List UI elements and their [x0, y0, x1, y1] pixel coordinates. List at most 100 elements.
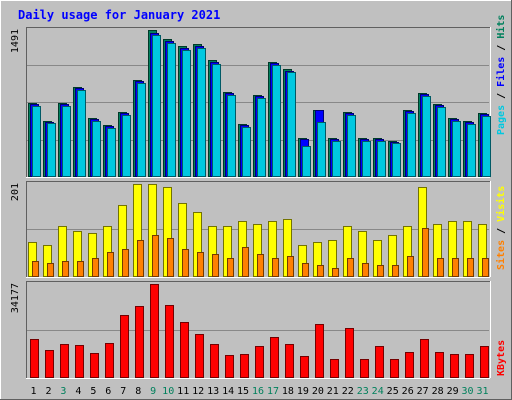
bar-kbytes-day-25 — [390, 359, 399, 378]
bar-kbytes-day-15 — [240, 354, 249, 378]
chart-panel-2: 201 Sites / Visits — [10, 181, 507, 278]
legend-item: Visits — [495, 186, 507, 222]
bar-sites-day-15 — [242, 247, 249, 277]
bar-sites-day-29 — [452, 258, 459, 277]
chart-panel-3: 34177 KBytes — [10, 281, 507, 379]
day-label: 7 — [120, 386, 126, 397]
bar-sites-day-12 — [197, 252, 204, 277]
legend-separator: / — [496, 87, 507, 105]
bar-sites-day-23 — [362, 263, 369, 277]
day-label: 26 — [402, 386, 414, 397]
legend-separator: / — [496, 222, 507, 240]
bar-sites-day-17 — [272, 258, 279, 277]
day-label: 21 — [327, 386, 339, 397]
bar-sites-day-27 — [422, 228, 429, 277]
bar-kbytes-day-7 — [120, 315, 129, 378]
day-label: 16 — [252, 386, 264, 397]
bar-sites-day-22 — [347, 258, 354, 277]
day-label: 9 — [150, 386, 156, 397]
bar-kbytes-day-20 — [315, 324, 324, 378]
bar-pages-day-24 — [377, 141, 386, 177]
bar-kbytes-day-18 — [285, 344, 294, 378]
bar-kbytes-day-16 — [255, 346, 264, 378]
bar-kbytes-day-5 — [90, 353, 99, 378]
day-label: 29 — [447, 386, 459, 397]
bar-kbytes-day-19 — [300, 356, 309, 378]
bar-pages-day-20 — [317, 122, 326, 177]
day-label: 28 — [432, 386, 444, 397]
y-axis-max-label: 34177 — [10, 283, 21, 313]
bar-pages-day-9 — [152, 35, 161, 177]
chart-panel-1: 1491 Pages / Files / Hits — [10, 15, 507, 178]
bar-sites-day-1 — [32, 261, 39, 277]
bar-pages-day-21 — [332, 141, 341, 177]
bar-kbytes-day-22 — [345, 328, 354, 378]
legend-item: Sites — [495, 240, 507, 270]
legend: KBytes — [496, 340, 507, 376]
bar-pages-day-15 — [242, 127, 251, 177]
bar-kbytes-day-11 — [180, 322, 189, 378]
chart-panels: 1491 Pages / Files / Hits 201 Sites / Visit… — [10, 15, 507, 379]
bar-sites-day-9 — [152, 235, 159, 277]
bar-kbytes-day-14 — [225, 355, 234, 378]
bar-pages-day-28 — [437, 107, 446, 177]
bar-sites-day-31 — [482, 258, 489, 277]
legend: Sites / Visits — [495, 186, 507, 270]
bar-sites-day-21 — [332, 268, 339, 277]
bar-kbytes-day-12 — [195, 334, 204, 378]
bar-kbytes-day-23 — [360, 359, 369, 378]
bar-kbytes-day-29 — [450, 354, 459, 378]
bar-kbytes-day-4 — [75, 345, 84, 378]
bar-pages-day-27 — [422, 96, 431, 177]
bar-pages-day-3 — [62, 106, 71, 177]
day-label: 8 — [135, 386, 141, 397]
bar-pages-day-1 — [32, 106, 41, 177]
bar-kbytes-day-10 — [165, 305, 174, 378]
day-label: 5 — [90, 386, 96, 397]
bar-kbytes-day-30 — [465, 354, 474, 378]
bar-pages-day-30 — [467, 124, 476, 177]
legend-item: Hits — [495, 15, 507, 39]
bar-pages-day-10 — [167, 43, 176, 177]
day-label: 12 — [192, 386, 204, 397]
bar-pages-day-16 — [257, 98, 266, 177]
bar-kbytes-day-3 — [60, 344, 69, 378]
bar-sites-day-25 — [392, 265, 399, 277]
bar-sites-day-6 — [107, 252, 114, 277]
bar-pages-day-23 — [362, 141, 371, 177]
legend: Pages / Files / Hits — [495, 15, 507, 135]
day-label: 2 — [45, 386, 51, 397]
day-label: 13 — [207, 386, 219, 397]
legend-item: Files — [495, 57, 507, 87]
bar-pages-day-4 — [77, 90, 86, 177]
y-axis-max-label: 1491 — [10, 29, 21, 53]
bar-kbytes-day-1 — [30, 339, 39, 378]
bar-sites-day-7 — [122, 249, 129, 277]
bar-pages-day-5 — [92, 121, 101, 177]
legend-separator: / — [496, 39, 507, 57]
bar-sites-day-3 — [62, 261, 69, 277]
day-label: 6 — [105, 386, 111, 397]
bar-kbytes-day-8 — [135, 306, 144, 378]
y-axis-max-label: 201 — [10, 183, 21, 201]
bar-kbytes-day-21 — [330, 359, 339, 378]
bar-pages-day-2 — [47, 123, 56, 177]
bar-sites-day-14 — [227, 258, 234, 277]
x-axis-day-labels: 1 2 3 4 5 6 7 8 9 10 11 12 13 14 15 16 17 18 19 20 21 22 23 24 2… — [30, 386, 488, 397]
day-label: 31 — [476, 386, 488, 397]
day-label: 18 — [282, 386, 294, 397]
day-label: 4 — [75, 386, 81, 397]
bar-kbytes-day-2 — [45, 350, 54, 378]
bar-sites-day-13 — [212, 254, 219, 277]
bar-pages-day-25 — [392, 143, 401, 177]
bar-kbytes-day-28 — [435, 352, 444, 378]
bar-sites-day-19 — [302, 263, 309, 277]
bar-sites-day-16 — [257, 254, 264, 277]
bar-kbytes-day-31 — [480, 346, 489, 378]
bar-kbytes-day-17 — [270, 337, 279, 378]
bar-kbytes-day-6 — [105, 343, 114, 378]
bar-kbytes-day-13 — [210, 344, 219, 378]
day-label: 24 — [372, 386, 384, 397]
bar-kbytes-day-26 — [405, 352, 414, 378]
